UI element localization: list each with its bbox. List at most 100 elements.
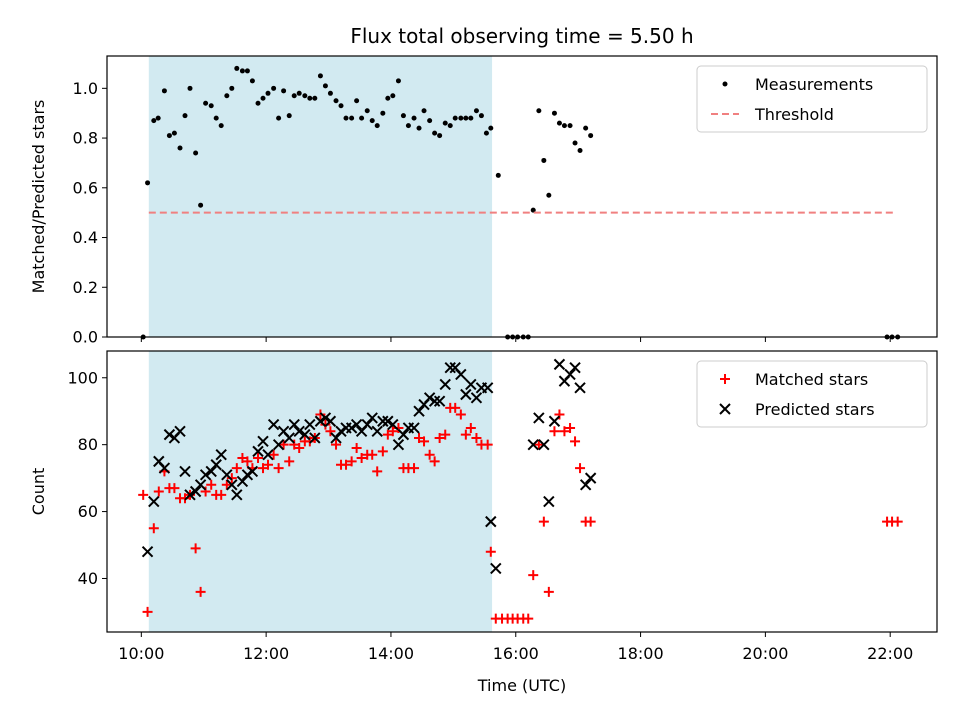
data-point <box>271 85 277 91</box>
predicted-point <box>199 469 212 481</box>
data-point <box>588 133 594 139</box>
matched-point <box>455 409 466 420</box>
matched-point <box>278 439 289 450</box>
matched-point <box>226 473 237 484</box>
y-tick-label: 80 <box>78 435 98 454</box>
matched-point <box>440 429 451 440</box>
matched-point <box>331 439 342 450</box>
data-point <box>421 108 427 114</box>
matched-point <box>565 422 576 433</box>
predicted-point <box>543 495 555 508</box>
y-axis-label: Matched/Predicted stars <box>29 100 48 294</box>
predicted-point <box>314 415 327 427</box>
data-point <box>193 150 199 156</box>
predicted-point <box>293 425 305 437</box>
matched-point <box>253 453 264 464</box>
data-point <box>155 115 161 121</box>
axes-frame <box>106 350 938 633</box>
chart-title: Flux total observing time = 5.50 h <box>350 24 693 48</box>
data-point <box>463 115 469 121</box>
data-point <box>495 172 501 178</box>
predicted-point <box>345 422 358 434</box>
predicted-point <box>569 362 581 374</box>
data-point <box>577 147 583 153</box>
series-predicted-stars <box>141 358 597 575</box>
y-tick-label: 0.8 <box>73 129 98 148</box>
data-point <box>171 130 177 136</box>
matched-point <box>372 466 383 477</box>
predicted-point <box>179 465 191 478</box>
predicted-point <box>460 388 472 401</box>
data-point <box>244 68 250 74</box>
data-point <box>322 83 328 89</box>
data-point <box>364 108 370 114</box>
legend-label: Matched stars <box>755 370 868 389</box>
data-point <box>395 78 401 84</box>
x-axis-label: Time (UTC) <box>477 676 566 695</box>
matched-point <box>320 419 331 430</box>
matched-point <box>346 456 357 467</box>
predicted-point <box>241 469 254 481</box>
y-tick-label: 1.0 <box>73 79 98 98</box>
matched-point <box>341 459 352 470</box>
predicted-point <box>252 445 264 458</box>
data-point <box>390 93 396 99</box>
matched-point <box>460 429 471 440</box>
data-point <box>478 113 484 119</box>
matched-point <box>377 446 388 457</box>
predicted-point <box>413 405 425 417</box>
data-point <box>218 123 224 129</box>
y-axis-label: Count <box>29 468 48 516</box>
predicted-point <box>335 425 347 437</box>
y-tick-label: 0.4 <box>73 228 98 247</box>
predicted-point <box>470 392 483 404</box>
predicted-point <box>574 382 586 394</box>
matched-point <box>351 443 362 454</box>
predicted-point <box>330 432 342 444</box>
predicted-point <box>423 392 436 404</box>
data-point <box>317 73 323 79</box>
matched-point <box>465 422 476 433</box>
matched-point <box>315 409 326 420</box>
matched-point <box>450 402 461 413</box>
matched-point <box>169 483 180 494</box>
matched-point <box>559 426 570 437</box>
data-point <box>536 108 542 114</box>
data-point <box>572 140 578 146</box>
predicted-point <box>324 415 337 427</box>
predicted-point <box>579 479 592 491</box>
predicted-point <box>257 435 269 448</box>
y-tick-label: 100 <box>67 368 98 387</box>
y-tick-label: 0.6 <box>73 178 98 197</box>
data-point <box>276 115 282 121</box>
predicted-point <box>455 368 467 381</box>
predicted-point <box>194 479 207 491</box>
predicted-point <box>553 358 566 371</box>
predicted-point <box>262 448 274 461</box>
matched-point <box>419 436 430 447</box>
series-matched-stars <box>138 402 903 624</box>
data-point <box>530 207 536 213</box>
matched-point <box>523 613 534 624</box>
data-point <box>411 115 417 121</box>
matched-point <box>231 463 242 474</box>
predicted-point <box>309 432 321 444</box>
predicted-point <box>465 378 477 391</box>
matched-point <box>387 426 398 437</box>
matched-point <box>206 479 217 490</box>
predicted-point <box>361 418 373 431</box>
predicted-point <box>299 428 311 441</box>
predicted-point <box>210 459 222 471</box>
matched-point <box>268 449 279 460</box>
y-tick-label: 0.0 <box>73 328 98 347</box>
data-point <box>416 125 422 131</box>
predicted-point <box>428 395 441 407</box>
data-point <box>432 130 438 136</box>
matched-point <box>543 586 554 597</box>
x-tick-label: 22:00 <box>867 644 913 663</box>
data-point <box>385 95 391 101</box>
matched-point <box>434 432 445 443</box>
matched-point <box>533 439 544 450</box>
predicted-point <box>226 479 238 491</box>
